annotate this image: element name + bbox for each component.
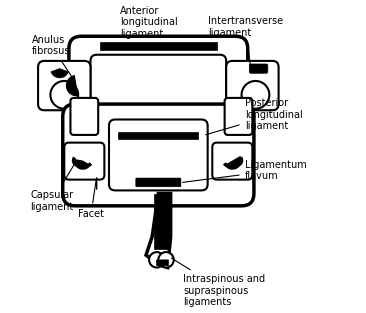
FancyBboxPatch shape [226, 61, 279, 110]
Wedge shape [74, 159, 91, 170]
FancyBboxPatch shape [249, 64, 268, 73]
FancyBboxPatch shape [38, 61, 90, 110]
FancyBboxPatch shape [118, 132, 198, 139]
Text: Ligamentum
flavum: Ligamentum flavum [183, 160, 306, 182]
Text: Intraspinous and
supraspinous
ligaments: Intraspinous and supraspinous ligaments [172, 258, 265, 307]
Circle shape [51, 81, 78, 109]
Text: Facet: Facet [78, 179, 104, 218]
FancyBboxPatch shape [64, 143, 104, 180]
Wedge shape [66, 75, 78, 96]
FancyBboxPatch shape [136, 178, 181, 187]
FancyBboxPatch shape [69, 36, 248, 138]
FancyBboxPatch shape [90, 55, 226, 120]
FancyBboxPatch shape [212, 143, 253, 180]
Text: Intertransverse
ligament: Intertransverse ligament [208, 16, 283, 66]
Polygon shape [146, 193, 171, 268]
FancyBboxPatch shape [109, 120, 208, 190]
Wedge shape [224, 156, 242, 170]
Text: Posterior
longitudinal
ligament: Posterior longitudinal ligament [206, 98, 302, 135]
FancyBboxPatch shape [63, 104, 254, 206]
Circle shape [242, 81, 269, 109]
FancyBboxPatch shape [225, 98, 253, 135]
FancyBboxPatch shape [70, 98, 98, 135]
FancyBboxPatch shape [154, 193, 170, 249]
FancyBboxPatch shape [100, 42, 217, 50]
Wedge shape [51, 69, 68, 78]
Circle shape [149, 252, 164, 268]
FancyBboxPatch shape [156, 259, 169, 266]
Circle shape [158, 252, 174, 268]
Text: Capsular
ligament: Capsular ligament [30, 163, 75, 212]
Text: Anulus
fibrosus: Anulus fibrosus [32, 35, 75, 82]
Text: Anterior
longitudinal
ligament: Anterior longitudinal ligament [120, 6, 178, 47]
